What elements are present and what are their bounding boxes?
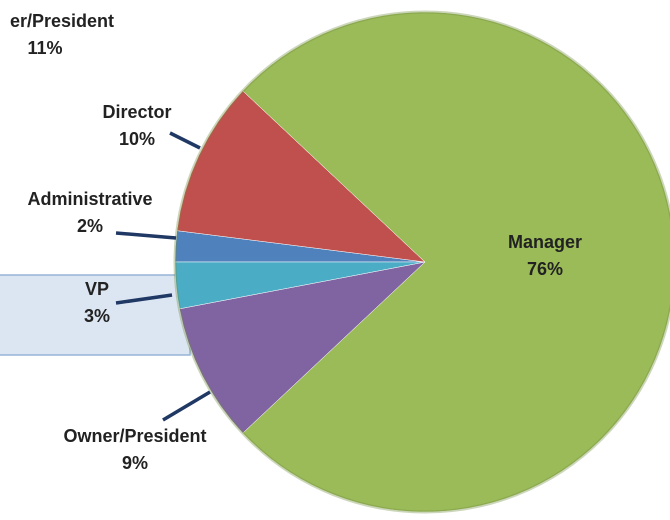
leader-line [115, 293, 173, 305]
annotation: 11% [27, 38, 62, 58]
value-label: 10% [119, 129, 155, 149]
pie [173, 10, 670, 514]
slice-label: VP [85, 279, 109, 299]
value-label: 3% [84, 306, 110, 326]
pie-slice [174, 261, 426, 310]
pie-slice [176, 90, 426, 263]
slice-label: Manager [508, 232, 582, 252]
highlight-box [0, 274, 191, 356]
pie-slice [179, 261, 426, 434]
slice-label: Director [102, 102, 171, 122]
pie-slice [242, 11, 670, 513]
leader-line [169, 131, 201, 150]
slice-label: Owner/President [63, 426, 206, 446]
leader-line [162, 390, 211, 422]
value-label: 76% [527, 259, 563, 279]
value-label: 2% [77, 216, 103, 236]
value-label: 9% [122, 453, 148, 473]
slice-label: Administrative [27, 189, 152, 209]
pie-rim [173, 10, 670, 514]
annotation: er/President [10, 11, 114, 31]
leader-line [115, 231, 177, 240]
